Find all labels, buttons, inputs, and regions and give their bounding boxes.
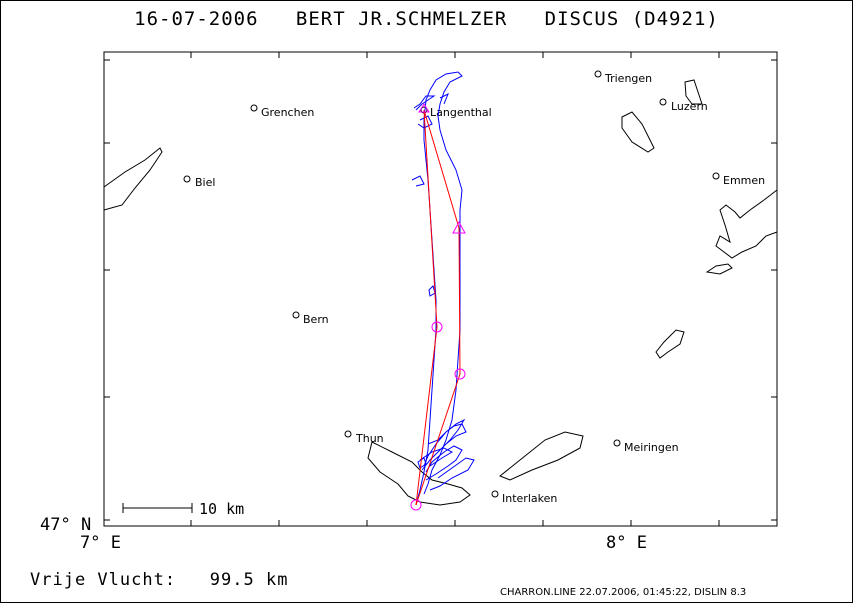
town-marker-bern xyxy=(292,311,300,319)
town-label-langenthal: Langenthal xyxy=(430,106,492,119)
town-label-luzern: Luzern xyxy=(671,100,708,113)
town-marker-meiringen xyxy=(613,439,621,447)
glider-type: DISCUS (D4921) xyxy=(544,8,719,30)
lake-sempach xyxy=(621,111,655,153)
lakes xyxy=(103,79,778,506)
town-label-grenchen: Grenchen xyxy=(261,106,314,119)
town-label-bern: Bern xyxy=(303,313,329,326)
track-thermals-south xyxy=(419,418,475,491)
axis-ticks xyxy=(104,52,777,526)
turnpoint-1 xyxy=(431,321,443,333)
flight-track xyxy=(411,71,475,506)
track-thermals-north xyxy=(411,92,449,187)
turnpoints xyxy=(410,103,466,511)
town-marker-luzern xyxy=(659,98,667,106)
scale-bar xyxy=(122,503,193,513)
track-outbound xyxy=(415,71,463,506)
turnpoint-start xyxy=(410,499,422,511)
town-marker-thun xyxy=(344,430,352,438)
town-label-thun: Thun xyxy=(355,432,384,445)
plot-border xyxy=(103,51,778,527)
credit-line: CHARRON.LINE 22.07.2006, 01:45:22, DISLI… xyxy=(500,587,747,598)
lake-lucerne xyxy=(715,189,778,259)
turnpoint-2 xyxy=(454,368,466,380)
lat-label: 47° N xyxy=(40,515,92,535)
pilot-name: BERT JR.SCHMELZER xyxy=(295,8,508,30)
turnpoint-triangle xyxy=(452,220,466,234)
lake-brienz xyxy=(499,431,584,481)
free-flight-distance: Vrije Vlucht: 99.5 km xyxy=(30,570,288,590)
turnpoint-north xyxy=(418,103,430,113)
town-label-meiringen: Meiringen xyxy=(624,441,679,454)
lake-sarnen-2 xyxy=(655,329,685,359)
town-marker-biel xyxy=(183,175,191,183)
map-title: 16-07-2006 BERT JR.SCHMELZER DISCUS (D49… xyxy=(0,8,853,30)
task-leg-return xyxy=(415,109,461,506)
distance-value: 99.5 km xyxy=(209,570,289,590)
town-marker-emmen xyxy=(712,172,720,180)
lon-label-left: 7° E xyxy=(80,533,121,553)
town-labels: Triengen Grenchen Langenthal Luzern Biel… xyxy=(195,72,765,505)
lake-baldegg xyxy=(684,79,703,105)
lake-sarnen-1 xyxy=(705,263,733,275)
town-label-interlaken: Interlaken xyxy=(502,492,557,505)
town-markers xyxy=(183,70,720,498)
town-label-biel: Biel xyxy=(195,176,215,189)
flight-label: Vrije Vlucht: xyxy=(30,570,177,590)
town-marker-triengen xyxy=(594,70,602,78)
lake-biel xyxy=(103,147,163,211)
lon-label-right: 8° E xyxy=(606,533,647,553)
task-line xyxy=(415,109,461,506)
town-label-triengen: Triengen xyxy=(604,72,652,85)
lake-thun xyxy=(367,441,471,506)
town-marker-interlaken xyxy=(491,490,499,498)
town-label-emmen: Emmen xyxy=(723,174,765,187)
scale-label: 10 km xyxy=(199,500,244,518)
flight-date: 16-07-2006 xyxy=(134,8,259,30)
task-leg-north xyxy=(415,109,438,506)
town-marker-grenchen xyxy=(250,104,258,112)
